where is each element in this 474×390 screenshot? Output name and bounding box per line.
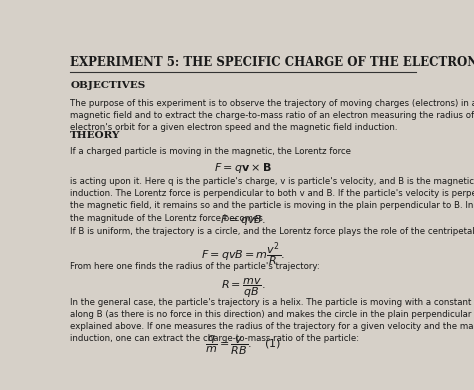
- Text: $F = qvB.$: $F = qvB.$: [220, 213, 266, 227]
- Text: OBJECTIVES: OBJECTIVES: [70, 81, 146, 90]
- Text: If a charged particle is moving in the magnetic, the Lorentz force: If a charged particle is moving in the m…: [70, 147, 351, 156]
- Text: $F = q\mathbf{v} \times \mathbf{B}$: $F = q\mathbf{v} \times \mathbf{B}$: [214, 161, 272, 175]
- Text: $F = qvB = m\dfrac{v^2}{R}.$: $F = qvB = m\dfrac{v^2}{R}.$: [201, 241, 285, 269]
- Text: If B is uniform, the trajectory is a circle, and the Lorentz force plays the rol: If B is uniform, the trajectory is a cir…: [70, 227, 474, 236]
- Text: $\dfrac{q}{m} = \dfrac{v}{RB}. \quad (1)$: $\dfrac{q}{m} = \dfrac{v}{RB}. \quad (1)…: [205, 333, 281, 357]
- Text: The purpose of this experiment is to observe the trajectory of moving charges (e: The purpose of this experiment is to obs…: [70, 99, 474, 132]
- Text: EXPERIMENT 5: THE SPECIFIC CHARGE OF THE ELECTRON: EXPERIMENT 5: THE SPECIFIC CHARGE OF THE…: [70, 56, 474, 69]
- Text: THEORY: THEORY: [70, 131, 121, 140]
- Text: $R = \dfrac{mv}{qB}.$: $R = \dfrac{mv}{qB}.$: [220, 276, 265, 300]
- Text: is acting upon it. Here q is the particle's charge, v is particle's velocity, an: is acting upon it. Here q is the particl…: [70, 177, 474, 223]
- Text: From here one finds the radius of the particle's trajectory:: From here one finds the radius of the pa…: [70, 262, 320, 271]
- Text: In the general case, the particle's trajectory is a helix. The particle is movin: In the general case, the particle's traj…: [70, 298, 474, 343]
